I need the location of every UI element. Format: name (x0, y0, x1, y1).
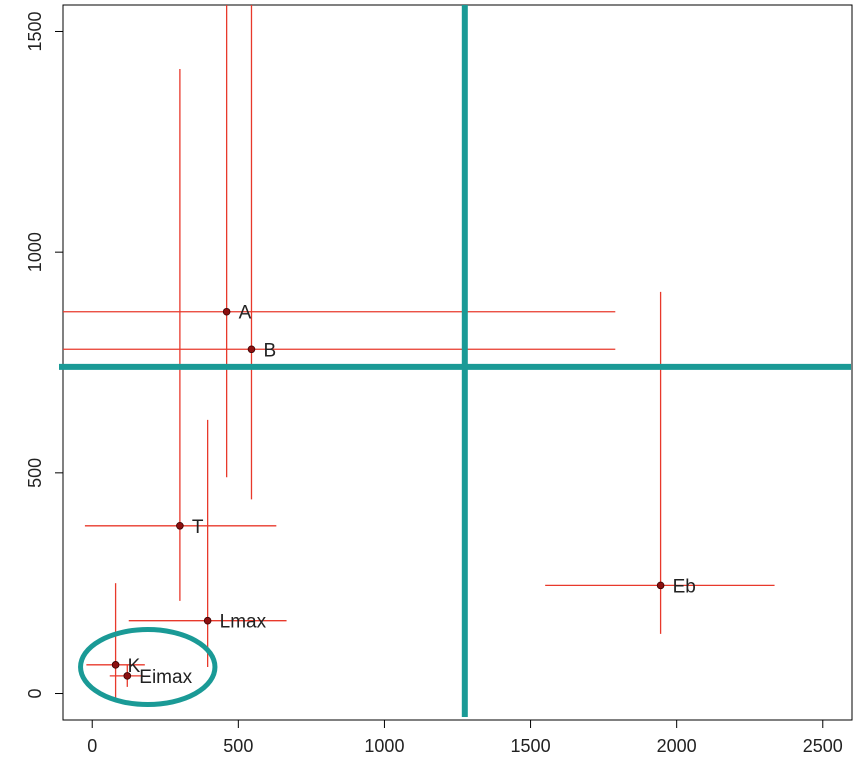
error-bars (63, 5, 775, 698)
x-tick-label: 2500 (803, 736, 843, 756)
y-tick-label: 1500 (25, 11, 45, 51)
y-tick-label: 500 (25, 458, 45, 488)
reference-lines (59, 5, 851, 717)
data-point (203, 616, 212, 625)
plot-area (62, 4, 853, 721)
data-points (111, 307, 665, 680)
point-label: K (128, 656, 141, 677)
data-point (222, 307, 231, 316)
y-axis: 0 500 1000 1500 (25, 11, 63, 699)
plot-frame (62, 4, 853, 721)
point-label: B (263, 340, 276, 361)
highlight-ellipse (78, 627, 218, 708)
y-tick-label: 0 (25, 689, 45, 699)
x-tick-label: 1000 (364, 736, 404, 756)
highlight-annotation (78, 627, 218, 708)
point-label: Lmax (220, 612, 267, 633)
point-label: A (239, 303, 252, 324)
point-label: Eb (673, 576, 696, 597)
point-label: Eimax (139, 667, 192, 688)
y-tick-label: 1000 (25, 232, 45, 272)
data-point (123, 672, 132, 680)
x-tick-label: 2000 (657, 736, 697, 756)
data-point (656, 581, 665, 590)
data-point (247, 345, 256, 354)
x-tick-label: 500 (223, 736, 253, 756)
data-point (176, 522, 184, 530)
point-label: T (192, 517, 204, 538)
x-axis: 0 500 1000 1500 2000 2500 (87, 720, 843, 756)
x-tick-label: 1500 (511, 736, 551, 756)
data-point (111, 661, 120, 669)
x-tick-label: 0 (87, 736, 97, 756)
